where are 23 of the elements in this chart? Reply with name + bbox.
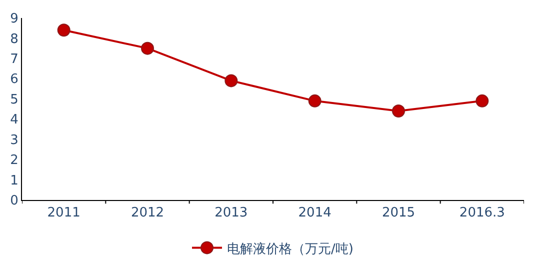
x-tick-label: 2011 xyxy=(47,206,80,221)
y-tick-label: 6 xyxy=(10,72,18,88)
x-tick-label: 2016.3 xyxy=(459,206,505,221)
y-tick-label: 0 xyxy=(10,194,18,209)
point xyxy=(392,104,405,118)
point xyxy=(476,94,489,108)
point xyxy=(141,42,154,55)
x-tick-label: 2014 xyxy=(298,206,332,221)
x-tick-label: 2013 xyxy=(214,206,248,221)
y-tick-label: 3 xyxy=(10,132,18,148)
point xyxy=(308,94,322,108)
x-tick-label: 2012 xyxy=(130,206,164,221)
point xyxy=(224,74,238,88)
y-tick-label: 8 xyxy=(10,32,18,47)
y-tick-label: 7 xyxy=(10,52,18,67)
y-tick-label: 5 xyxy=(10,92,18,108)
y-tick-label: 1 xyxy=(10,173,18,188)
y-tick-label: 4 xyxy=(10,112,18,128)
x-tick-label: 2015 xyxy=(382,206,416,221)
legend-label: 电解液价格（万元/吨) xyxy=(227,242,354,257)
y-tick-label: 2 xyxy=(10,153,18,168)
y-tick-label: 9 xyxy=(10,12,18,27)
point xyxy=(57,24,70,37)
